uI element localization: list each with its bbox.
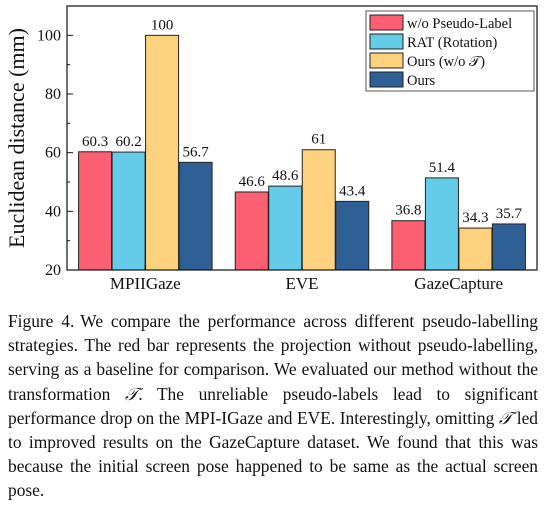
x-tick-label: MPIIGaze bbox=[110, 274, 181, 293]
caption-symbol-2: 𝒯 bbox=[498, 407, 513, 428]
data-label: 46.6 bbox=[239, 174, 266, 190]
y-axis-label: Euclidean distance (mm) bbox=[4, 28, 29, 248]
legend-label: Ours bbox=[407, 73, 436, 89]
bar bbox=[491, 223, 526, 271]
legend-label: Ours (w/o 𝒯) bbox=[407, 54, 485, 70]
x-tick-label: GazeCapture bbox=[414, 274, 503, 293]
y-tick-label: 80 bbox=[45, 86, 61, 103]
data-label: 35.7 bbox=[496, 206, 523, 222]
bar bbox=[301, 149, 336, 271]
y-tick-label: 20 bbox=[45, 262, 61, 279]
bar bbox=[234, 191, 269, 271]
caption-text-b: . The unreliable pseudo-labels lead to s… bbox=[8, 383, 538, 428]
legend-label: w/o Pseudo-Label bbox=[407, 16, 512, 32]
data-label: 100 bbox=[151, 17, 174, 33]
bar bbox=[111, 151, 146, 271]
x-tick-label: EVE bbox=[285, 274, 318, 293]
caption-text-a: We compare the performance across differ… bbox=[8, 311, 539, 404]
data-label: 61 bbox=[311, 132, 326, 148]
plot-frame bbox=[66, 5, 538, 271]
y-tick-label: 60 bbox=[45, 145, 61, 162]
data-label: 60.2 bbox=[115, 134, 141, 150]
y-tick-label: 40 bbox=[45, 203, 61, 220]
data-label: 60.3 bbox=[82, 134, 108, 150]
caption-symbol-1: 𝒯 bbox=[124, 383, 139, 404]
bar bbox=[268, 185, 303, 271]
bar bbox=[78, 151, 113, 271]
data-label: 43.4 bbox=[339, 183, 366, 199]
bar bbox=[145, 34, 180, 271]
data-label: 36.8 bbox=[395, 203, 421, 219]
data-label: 56.7 bbox=[182, 144, 209, 160]
legend-swatch bbox=[369, 14, 404, 31]
bar bbox=[458, 227, 493, 271]
y-tick-label: 100 bbox=[37, 27, 61, 44]
legend-swatch bbox=[369, 71, 404, 88]
bar bbox=[391, 220, 426, 271]
data-label: 51.4 bbox=[429, 160, 456, 176]
figure-caption: Figure 4. We compare the performance acro… bbox=[8, 309, 538, 503]
bar-chart: 60.3 60.2 100 56.7 MPIIGaze 46.6 48.6 61 43.4 EVE… bbox=[4, 5, 538, 293]
caption-text-c: led to improved results on the GazeCaptu… bbox=[8, 407, 538, 501]
data-label: 34.3 bbox=[462, 210, 488, 226]
data-label: 48.6 bbox=[272, 168, 299, 184]
legend-label: RAT (Rotation) bbox=[407, 35, 498, 51]
bar bbox=[424, 177, 459, 271]
legend-swatch bbox=[369, 33, 404, 50]
legend-swatch bbox=[369, 52, 404, 69]
bar bbox=[335, 200, 370, 271]
caption-label: Figure 4. bbox=[8, 311, 75, 331]
bar bbox=[178, 161, 213, 271]
